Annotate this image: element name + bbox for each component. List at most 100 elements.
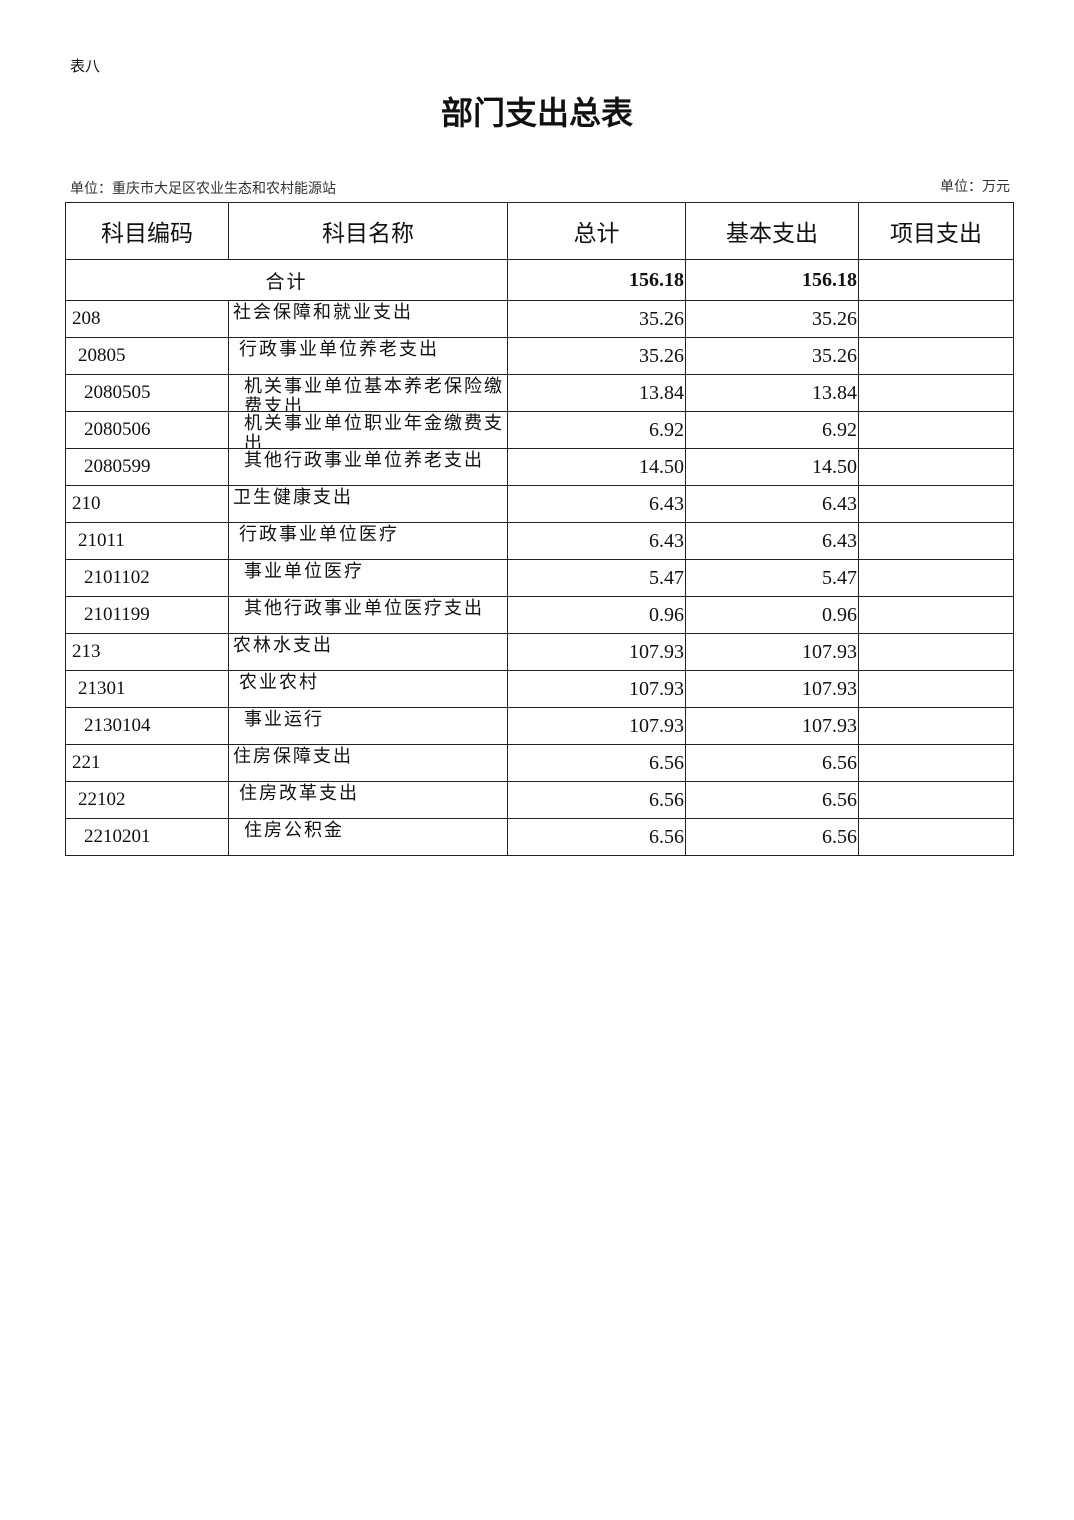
table-row: 2101102 事业单位医疗 5.47 5.47 (65, 559, 1014, 597)
row-basic: 13.84 (685, 374, 859, 412)
row-code: 221 (65, 744, 229, 782)
row-basic: 6.92 (685, 411, 859, 449)
row-basic: 6.43 (685, 485, 859, 523)
row-project (858, 337, 1014, 375)
row-name-cell: 事业单位医疗 (228, 559, 508, 597)
row-project (858, 522, 1014, 560)
row-code: 2101102 (65, 559, 229, 597)
row-name: 住房保障支出 (233, 746, 353, 767)
row-total: 6.43 (507, 485, 686, 523)
total-label: 合计 (65, 259, 508, 301)
unit-currency: 单位：万元 (940, 179, 1010, 195)
row-basic: 107.93 (685, 633, 859, 671)
row-project (858, 559, 1014, 597)
row-project (858, 781, 1014, 819)
row-total: 6.43 (507, 522, 686, 560)
row-name-cell: 其他行政事业单位养老支出 (228, 448, 508, 486)
table-row: 2130104 事业运行 107.93 107.93 (65, 707, 1014, 745)
table-row: 22102 住房改革支出 6.56 6.56 (65, 781, 1014, 819)
row-total: 6.92 (507, 411, 686, 449)
table-row: 2080506 机关事业单位职业年金缴费支出 6.92 6.92 (65, 411, 1014, 449)
row-total: 5.47 (507, 559, 686, 597)
row-name: 社会保障和就业支出 (233, 302, 413, 323)
table-row: 210 卫生健康支出 6.43 6.43 (65, 485, 1014, 523)
row-code: 2080506 (65, 411, 229, 449)
row-total: 0.96 (507, 596, 686, 634)
row-name: 行政事业单位医疗 (239, 524, 399, 545)
row-basic: 6.43 (685, 522, 859, 560)
table-number: 表八 (70, 57, 101, 75)
total-row: 合计 156.18 156.18 (65, 259, 1014, 301)
row-name-cell: 机关事业单位职业年金缴费支出 (228, 411, 508, 449)
row-basic: 6.56 (685, 781, 859, 819)
table-header-row: 科目编码 科目名称 总计 基本支出 项目支出 (65, 202, 1014, 260)
row-code: 208 (65, 300, 229, 338)
row-code: 2210201 (65, 818, 229, 856)
row-name-cell: 事业运行 (228, 707, 508, 745)
row-project (858, 818, 1014, 856)
header-basic: 基本支出 (685, 202, 859, 260)
row-name: 农业农村 (239, 672, 319, 693)
header-total: 总计 (507, 202, 686, 260)
row-name-cell: 住房改革支出 (228, 781, 508, 819)
row-name-cell: 行政事业单位养老支出 (228, 337, 508, 375)
unit-organization: 单位：重庆市大足区农业生态和农村能源站 (70, 181, 336, 197)
row-name: 事业单位医疗 (244, 561, 364, 582)
row-name-cell: 农林水支出 (228, 633, 508, 671)
row-code: 2080599 (65, 448, 229, 486)
row-project (858, 485, 1014, 523)
total-total: 156.18 (507, 259, 686, 301)
row-name: 农林水支出 (233, 635, 333, 656)
row-project (858, 670, 1014, 708)
row-name-cell: 其他行政事业单位医疗支出 (228, 596, 508, 634)
row-name-cell: 住房保障支出 (228, 744, 508, 782)
header-project: 项目支出 (858, 202, 1014, 260)
table-row: 2080505 机关事业单位基本养老保险缴费支出 13.84 13.84 (65, 374, 1014, 412)
row-total: 6.56 (507, 781, 686, 819)
row-code: 21301 (65, 670, 229, 708)
row-name: 机关事业单位基本养老保险缴费支出 (244, 376, 504, 411)
row-project (858, 744, 1014, 782)
row-project (858, 596, 1014, 634)
row-code: 2101199 (65, 596, 229, 634)
row-basic: 35.26 (685, 337, 859, 375)
row-basic: 6.56 (685, 744, 859, 782)
row-total: 107.93 (507, 670, 686, 708)
table-row: 2210201 住房公积金 6.56 6.56 (65, 818, 1014, 856)
table-row: 221 住房保障支出 6.56 6.56 (65, 744, 1014, 782)
row-total: 107.93 (507, 633, 686, 671)
table-row: 21301 农业农村 107.93 107.93 (65, 670, 1014, 708)
row-code: 2080505 (65, 374, 229, 412)
row-name: 事业运行 (244, 709, 324, 730)
table-row: 21011 行政事业单位医疗 6.43 6.43 (65, 522, 1014, 560)
row-basic: 107.93 (685, 670, 859, 708)
row-code: 2130104 (65, 707, 229, 745)
row-name-cell: 行政事业单位医疗 (228, 522, 508, 560)
row-code: 210 (65, 485, 229, 523)
row-project (858, 411, 1014, 449)
row-total: 107.93 (507, 707, 686, 745)
row-total: 14.50 (507, 448, 686, 486)
row-name: 其他行政事业单位养老支出 (244, 450, 484, 471)
row-total: 6.56 (507, 744, 686, 782)
row-name: 住房改革支出 (239, 783, 359, 804)
row-project (858, 448, 1014, 486)
row-total: 13.84 (507, 374, 686, 412)
row-total: 6.56 (507, 818, 686, 856)
row-project (858, 374, 1014, 412)
row-name: 机关事业单位职业年金缴费支出 (244, 413, 504, 448)
row-name: 卫生健康支出 (233, 487, 353, 508)
row-total: 35.26 (507, 337, 686, 375)
row-name-cell: 农业农村 (228, 670, 508, 708)
row-basic: 107.93 (685, 707, 859, 745)
row-name-cell: 机关事业单位基本养老保险缴费支出 (228, 374, 508, 412)
table-row: 213 农林水支出 107.93 107.93 (65, 633, 1014, 671)
table-row: 2080599 其他行政事业单位养老支出 14.50 14.50 (65, 448, 1014, 486)
expenditure-table: 科目编码 科目名称 总计 基本支出 项目支出 合计 156.18 156.18 … (65, 202, 1014, 856)
row-code: 22102 (65, 781, 229, 819)
row-project (858, 707, 1014, 745)
row-name-cell: 住房公积金 (228, 818, 508, 856)
row-code: 20805 (65, 337, 229, 375)
row-basic: 35.26 (685, 300, 859, 338)
